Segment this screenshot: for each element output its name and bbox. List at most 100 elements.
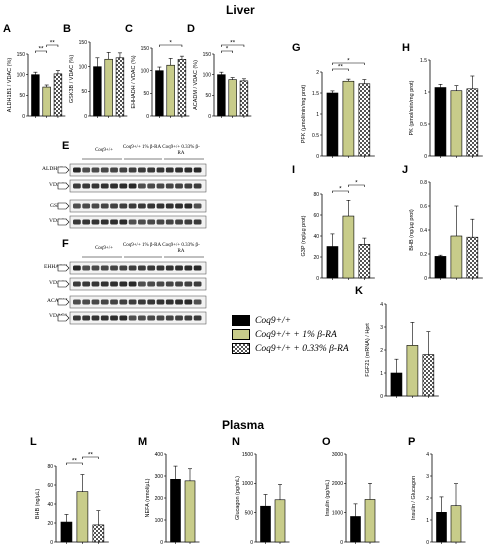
chart-panel-n: 0 500 1000 1500 Glucagon (pg/mL) — [235, 452, 290, 546]
blot-e-band-2-2 — [91, 203, 100, 209]
bar-h-0 — [434, 87, 447, 157]
bar-m-0 — [170, 478, 181, 543]
y-axis-label-n: Glucagon (pg/mL) — [235, 476, 241, 520]
tick-label-a-1: 50 — [19, 93, 25, 99]
panel-letter-h: H — [402, 42, 410, 54]
y-axis-label-k: FGF21 (mRNA) / Hprt — [365, 323, 371, 377]
blot-e-band-3-4 — [110, 219, 118, 225]
panel-letter-c: C — [125, 23, 133, 35]
tick-label-g-1: 0.5 — [312, 133, 319, 139]
blot-e-band-0-7 — [138, 167, 146, 173]
blot-e-arrow-0 — [57, 166, 70, 174]
bar-o-1 — [364, 499, 376, 543]
blot-e-arrow-1 — [57, 182, 70, 190]
sig-label-l-1: ** — [88, 452, 94, 459]
tick-label-o-2: 2000 — [332, 481, 343, 487]
blot-e-band-3-12 — [184, 219, 193, 225]
sig-bracket-i-1 — [348, 184, 365, 187]
bar-d-1 — [228, 79, 237, 117]
bar-b-1 — [104, 58, 113, 117]
panel-letter-l: L — [30, 436, 37, 448]
blot-f-arrow-2 — [57, 298, 70, 306]
blot-e-band-2-5 — [119, 203, 128, 209]
y-axis-label-o: Insulin (pg/mL) — [325, 480, 331, 517]
chart-panel-l: 0 20 40 60 80 BHB (ng/µL) ** ** — [35, 452, 109, 546]
bar-a-2 — [53, 73, 63, 117]
blot-e-band-1-8 — [147, 183, 156, 189]
sig-label-g-1: * — [347, 58, 350, 65]
y-axis-label-a: ALDH1B1 / VDAC (%) — [7, 58, 13, 113]
chart-panel-d: 0 50 100 150 ACADM / VDAC (%) *** — [193, 40, 252, 120]
sig-bracket-l-0 — [66, 462, 83, 465]
tick-label-g-0: 0 — [316, 154, 319, 160]
panel-letter-a: A — [3, 23, 11, 35]
blot-e-band-2-9 — [156, 203, 165, 209]
tick-label-c-0: 0 — [146, 114, 149, 120]
tick-label-l-1: 20 — [47, 521, 53, 527]
bar-n-1 — [274, 499, 286, 543]
legend-label-ctrl: Coq9+/+ — [255, 315, 292, 326]
blot-f-band-3-13 — [193, 315, 202, 321]
blot-f-band-0-10 — [165, 265, 174, 271]
tick-label-p-0: 0 — [426, 540, 429, 546]
blot-e-band-1-2 — [91, 183, 100, 189]
y-axis-label-p: Insulin / Glucagon — [411, 476, 417, 520]
bar-l-0 — [60, 521, 73, 543]
blot-e-band-2-0 — [73, 203, 81, 209]
blot-f-band-0-0 — [73, 265, 81, 271]
tick-label-n-0: 0 — [250, 540, 253, 546]
y-axis-label-b: GSK3B / VDAC (%) — [69, 55, 75, 103]
chart-panel-b: 0 50 100 150 GSK3B / VDAC (%) — [69, 40, 128, 120]
sig-bracket-d-1 — [221, 44, 245, 47]
blot-e-band-2-12 — [184, 203, 193, 209]
blot-e-band-3-8 — [147, 219, 156, 225]
blot-e-band-2-7 — [138, 203, 146, 209]
blot-e-band-1-7 — [138, 183, 146, 189]
y-axis-label-d: ACADM / VDAC (%) — [193, 60, 199, 110]
blot-e-band-2-13 — [193, 203, 202, 209]
tick-label-l-4: 80 — [47, 464, 53, 470]
bar-a-1 — [42, 86, 51, 117]
bar-b-2 — [115, 57, 125, 117]
chart-panel-m: 0 100 200 300 400 NEFA (nmol/µL) — [145, 452, 200, 546]
blot-e-band-3-10 — [165, 219, 174, 225]
legend-swatch-ctrl — [232, 315, 250, 326]
bar-i-2 — [358, 244, 371, 279]
tick-label-c-3: 150 — [141, 46, 150, 52]
blot-f-band-0-13 — [193, 265, 202, 271]
tick-label-c-2: 100 — [141, 68, 150, 74]
blot-f-band-2-12 — [184, 299, 193, 305]
sig-bracket-c-0 — [159, 44, 183, 47]
blot-f-band-0-12 — [184, 265, 193, 271]
tick-label-j-0: 0 — [424, 276, 427, 282]
blot-e-band-3-1 — [82, 219, 91, 225]
tick-label-i-2: 40 — [313, 234, 319, 240]
chart-panel-a: 0 50 100 150 ALDH1B1 / VDAC (%) ** ** — [7, 40, 66, 120]
blot-f-arrow-0 — [57, 264, 70, 272]
blot-f-band-0-3 — [100, 265, 109, 271]
blot-f-band-3-11 — [175, 315, 183, 321]
tick-label-n-3: 1500 — [242, 452, 253, 458]
blot-f-band-1-3 — [100, 281, 109, 287]
blot-f-band-3-7 — [138, 315, 146, 321]
blot-f-band-3-2 — [91, 315, 100, 321]
blot-f-image — [57, 256, 207, 325]
blot-e-band-2-1 — [82, 203, 91, 209]
legend: Coq9+/+ Coq9+/+ + 1% β-RA Coq9+/+ + 0.33… — [232, 314, 372, 356]
sig-bracket-i-0 — [332, 190, 349, 193]
blot-e-band-0-5 — [119, 167, 128, 173]
chart-panel-j: 0 0.2 0.4 0.6 0.8 BHB (ng/µg prot) — [409, 180, 483, 282]
tick-label-p-2: 2 — [426, 496, 429, 502]
blot-e-band-3-9 — [156, 219, 165, 225]
tick-label-d-1: 50 — [205, 93, 211, 99]
blot-e-band-3-11 — [175, 219, 183, 225]
tick-label-b-2: 100 — [79, 64, 88, 70]
tick-label-a-3: 150 — [17, 52, 26, 58]
bar-b-0 — [93, 66, 102, 117]
blot-e-band-0-13 — [193, 167, 202, 173]
sig-bracket-a-0 — [35, 50, 47, 53]
blot-f-band-0-9 — [156, 265, 165, 271]
tick-label-l-2: 40 — [47, 502, 53, 508]
y-axis-label-i: G3P (ng/µg prot) — [301, 215, 307, 256]
blot-e-band-0-6 — [128, 167, 137, 173]
